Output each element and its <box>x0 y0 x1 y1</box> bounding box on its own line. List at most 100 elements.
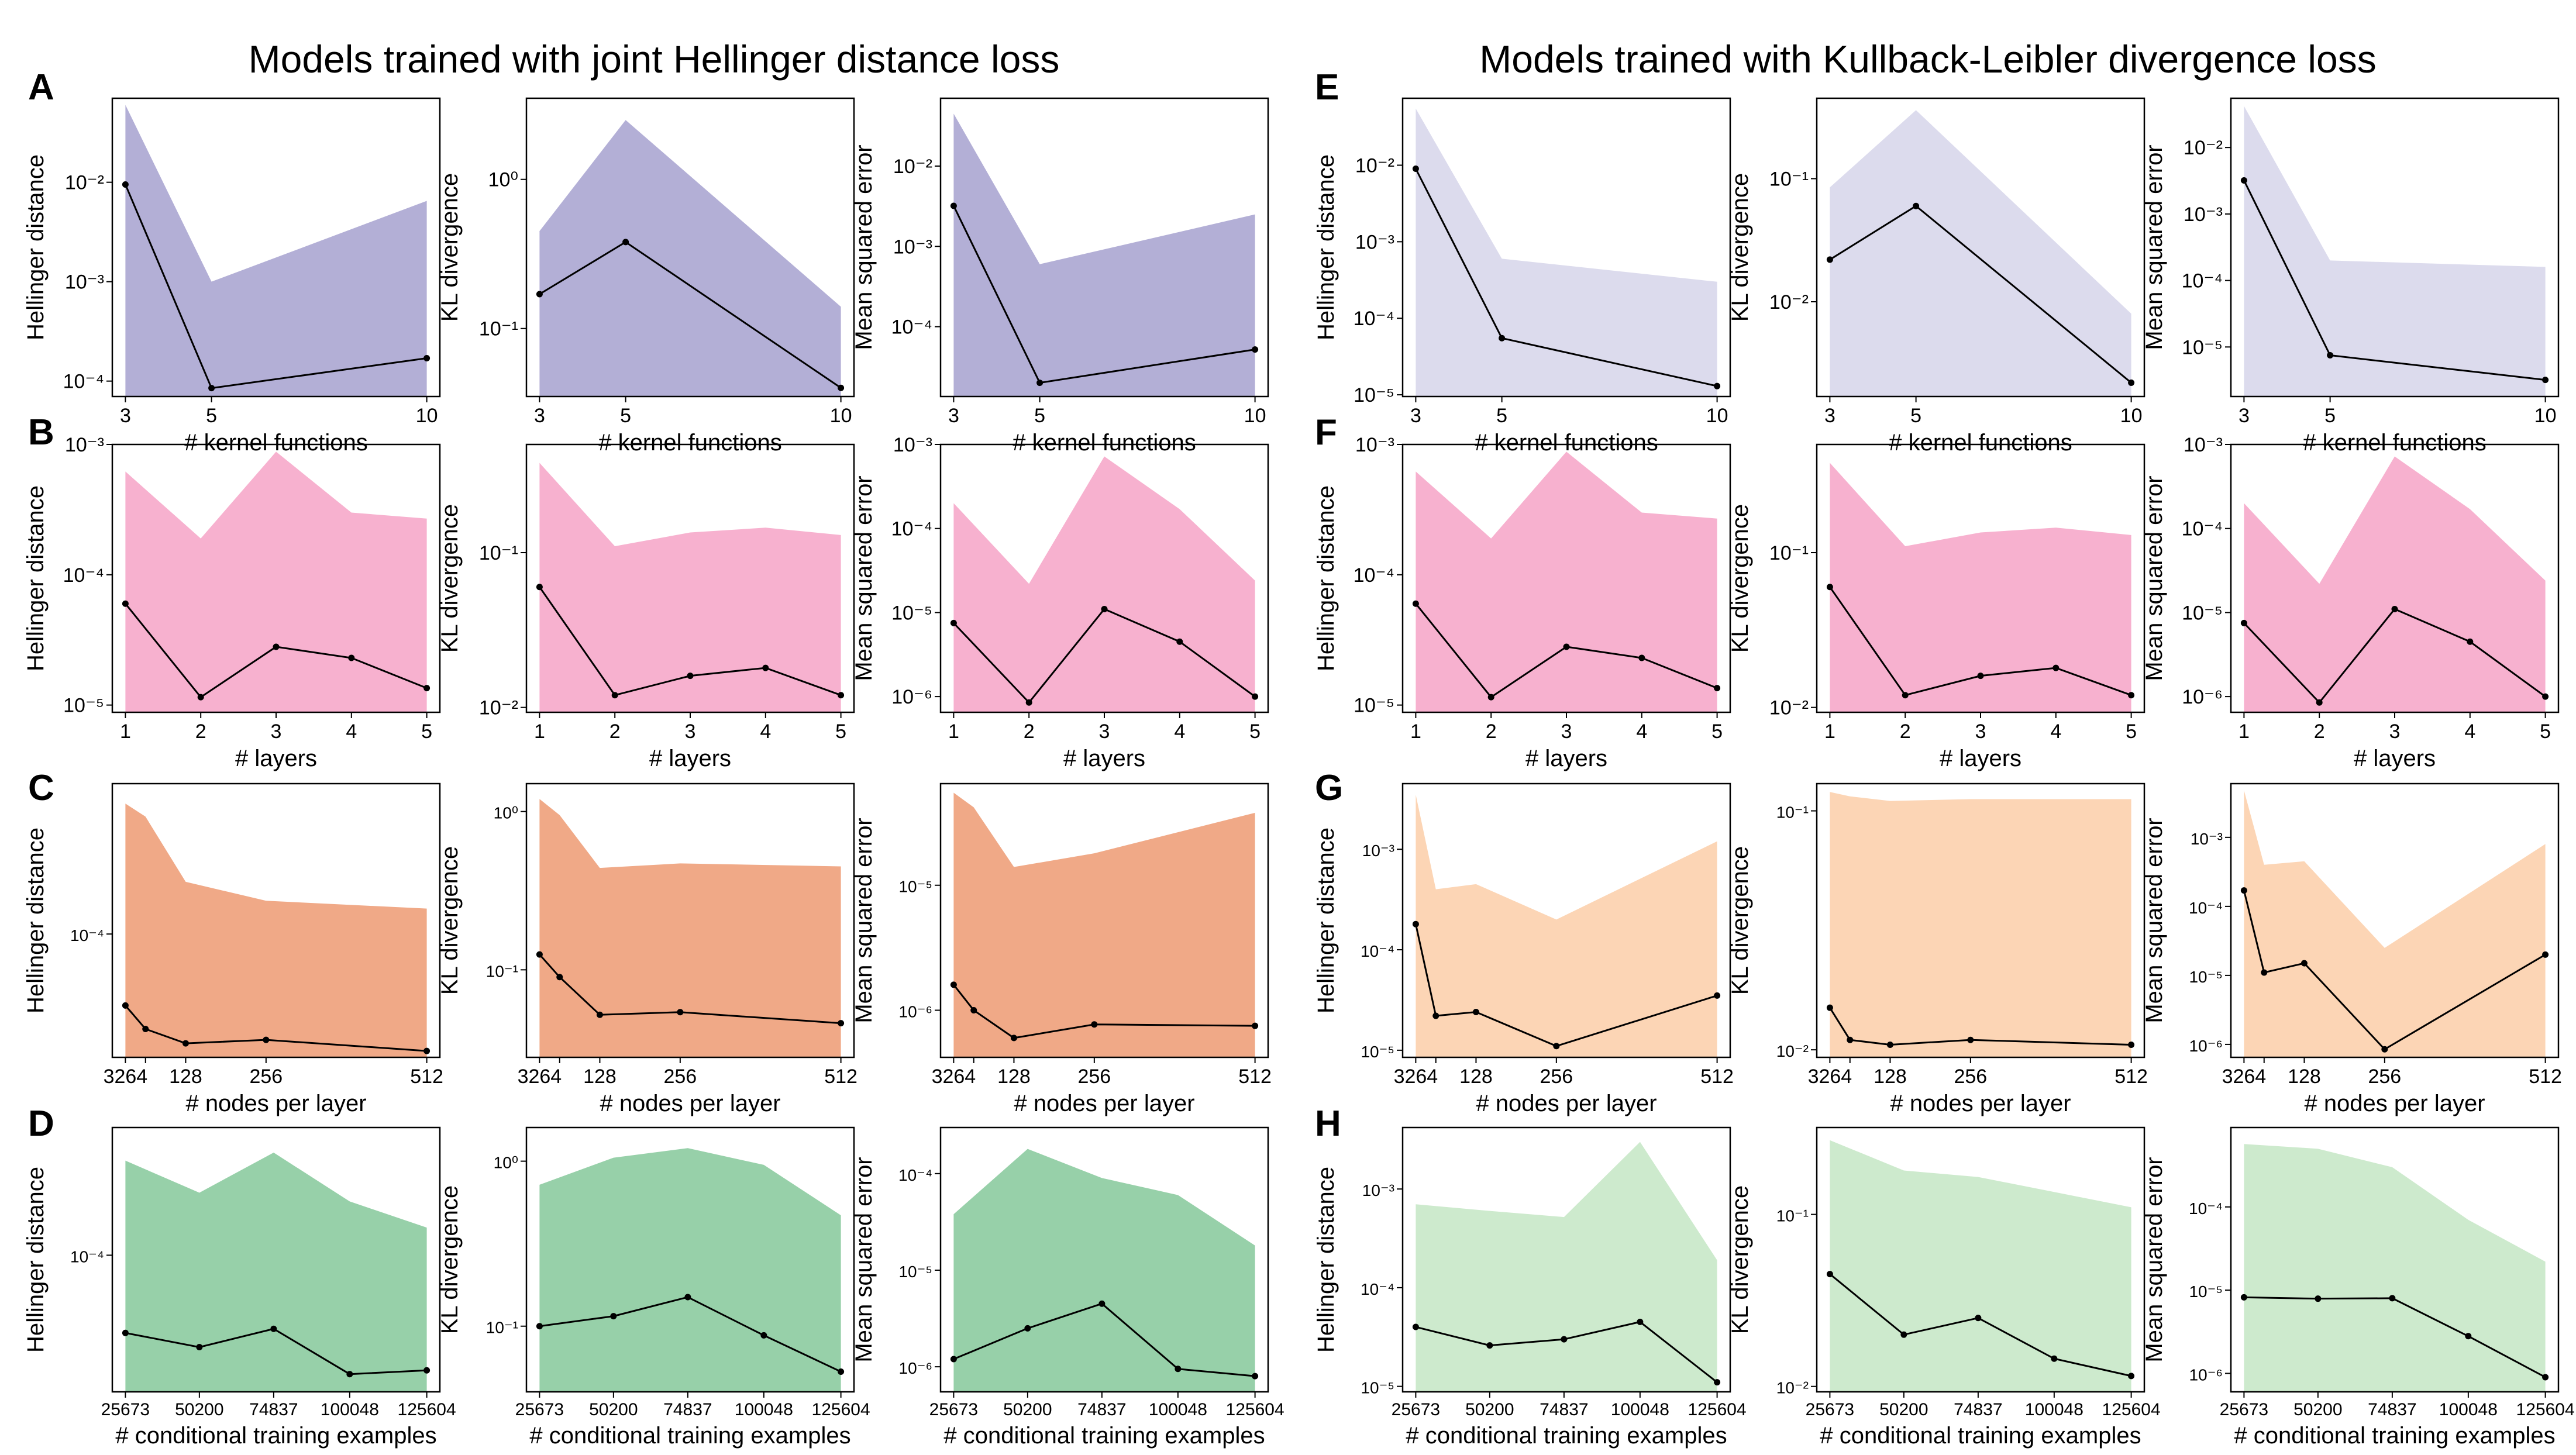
panel-f-2-xtick-label: 1 <box>1824 720 1835 743</box>
panel-e-3-xlabel: # kernel functions <box>2303 430 2487 456</box>
panel-f-1-xtick-label: 3 <box>1561 720 1572 743</box>
panel-f-3-xtick-label: 5 <box>2540 720 2551 743</box>
panel-f-3-ytick-label: 10⁻⁵ <box>2182 602 2223 624</box>
panel-a-3-xtick-label: 10 <box>1244 405 1266 427</box>
panel-c-1-point <box>182 1040 189 1047</box>
panel-b-1-xtick-label: 2 <box>195 720 206 743</box>
panel-a-2-area <box>539 120 841 397</box>
panel-f-3-ytick-label: 10⁻⁶ <box>2182 686 2223 708</box>
panel-b-3-point <box>1252 693 1259 700</box>
panels: 3 5 10 10⁻² 10⁻³ 10⁻⁴ # kernel functions Hellin… <box>23 97 2575 1449</box>
panel-g-3-xtick-label: 128 <box>2288 1066 2321 1088</box>
panel-h-1-xtick-label: 100048 <box>1611 1400 1669 1419</box>
panel-g-3-point <box>2301 960 2308 967</box>
panel-f-2-ytick-label: 10⁻² <box>1769 697 1809 719</box>
panel-h-1-point <box>1714 1379 1721 1386</box>
panel-a-3: 3 5 10 10⁻² 10⁻³ 10⁻⁴ # kernel functions Mean s… <box>851 97 1269 456</box>
panel-c-1-frame <box>111 782 441 1059</box>
panel-c-1-xlabel: # nodes per layer <box>185 1091 366 1116</box>
panel-g-2-point <box>1847 1036 1854 1043</box>
panel-g-1-xtick-label: 256 <box>1540 1066 1573 1088</box>
panel-h-1-ytick-label: 10⁻⁴ <box>1361 1280 1394 1298</box>
panel-h-1-xtick-label: 125604 <box>1688 1400 1747 1419</box>
panel-d-2-point <box>536 1323 543 1330</box>
row-letter-e: E <box>1315 67 1339 108</box>
panel-f-1-ytick-label: 10⁻⁴ <box>1354 564 1394 587</box>
panel-f-1-xtick-label: 1 <box>1410 720 1421 743</box>
panel-e-3-xtick-label: 3 <box>2238 405 2250 427</box>
panel-h-3-point <box>2240 1294 2247 1301</box>
panel-c-2-xlabel: # nodes per layer <box>600 1091 780 1116</box>
panel-c-1-area <box>125 804 427 1057</box>
panel-e-3-ytick-label: 10⁻² <box>2184 137 2223 159</box>
panel-a-1-ylabel: Hellinger distance <box>23 154 49 340</box>
panel-h-1-point <box>1637 1318 1644 1325</box>
panel-c-1-xtick-label: 128 <box>169 1066 202 1088</box>
panel-h-3-xtick-label: 50200 <box>2293 1400 2342 1419</box>
panel-h-1-ytick-label: 10⁻⁵ <box>1361 1379 1394 1397</box>
panel-b-1-area <box>125 451 427 712</box>
panel-f-2: 1 2 3 4 5 10⁻¹ 10⁻² # layers KL divergence <box>1727 443 2145 771</box>
panel-a-2-ytick-label: 10⁻¹ <box>479 318 518 340</box>
panel-b-3-xlabel: # layers <box>1063 746 1145 771</box>
panel-e-2-point <box>1826 256 1833 263</box>
panel-d-1-ylabel: Hellinger distance <box>23 1167 49 1353</box>
panel-b-3-ytick-label: 10⁻⁵ <box>891 602 932 624</box>
panel-c-3-xtick-label: 256 <box>1077 1066 1111 1088</box>
panel-f-3-ytick-label: 10⁻⁴ <box>2182 518 2223 540</box>
panel-a-3-xlabel: # kernel functions <box>1013 430 1196 456</box>
panel-h-2-point <box>1975 1315 1982 1322</box>
panel-g-3-xtick-label: 3264 <box>2222 1066 2267 1088</box>
panel-b-2-ylabel: KL divergence <box>437 504 463 653</box>
panel-f-2-xtick-label: 5 <box>2126 720 2137 743</box>
panel-f-1-xtick-label: 4 <box>1636 720 1647 743</box>
panel-h-3-xtick-label: 100048 <box>2439 1400 2498 1419</box>
panel-g-2-xtick-label: 512 <box>2114 1066 2148 1088</box>
panel-h-3-ytick-label: 10⁻⁶ <box>2189 1366 2223 1384</box>
panel-a-1-xtick-label: 10 <box>416 405 438 427</box>
panel-b-2-ytick-label: 10⁻² <box>479 697 518 719</box>
panel-a-1-xtick-label: 3 <box>120 405 131 427</box>
panel-b-1-ytick-label: 10⁻⁵ <box>63 695 104 717</box>
panel-c-2-ytick-label: 10⁻¹ <box>486 962 518 980</box>
panel-b-2-point <box>611 692 618 699</box>
panel-e-3-xtick-label: 5 <box>2324 405 2336 427</box>
panel-f-2-xtick-label: 3 <box>1975 720 1986 743</box>
panel-c-2-xtick-label: 3264 <box>518 1066 562 1088</box>
panel-b-1-point <box>122 600 129 607</box>
panel-d-2: 25673 50200 74837 100048 125604 10⁰ 10⁻¹ # cond… <box>437 1126 870 1449</box>
panel-a-3-xtick-label: 5 <box>1034 405 1045 427</box>
panel-b-2-xtick-label: 1 <box>534 720 545 743</box>
panel-e-3-ytick-label: 10⁻⁵ <box>2182 336 2223 358</box>
panel-a-3-frame <box>939 97 1269 398</box>
panel-f-2-area <box>1830 463 2131 712</box>
panel-d-2-ytick-label: 10⁰ <box>494 1154 518 1172</box>
panel-c-2-ytick-label: 10⁰ <box>494 804 518 822</box>
panel-g-2-xlabel: # nodes per layer <box>1890 1091 2071 1116</box>
panel-d-2-ytick-label: 10⁻¹ <box>486 1319 518 1337</box>
panel-g-1-point <box>1714 992 1721 999</box>
panel-a-2-xtick-label: 10 <box>830 405 852 427</box>
panel-a-3-xtick-label: 3 <box>948 405 959 427</box>
panel-g-3-point <box>2381 1046 2388 1053</box>
panel-d-2-point <box>684 1294 691 1301</box>
panel-a-3-area <box>953 113 1255 396</box>
panel-f-3-xtick-label: 1 <box>2238 720 2250 743</box>
panel-a-2-point <box>622 239 629 246</box>
panel-g-2-area <box>1830 792 2131 1057</box>
panel-b-2-xtick-label: 4 <box>760 720 771 743</box>
panel-a-3-ytick-label: 10⁻² <box>893 156 932 178</box>
panel-c-3-point <box>1010 1035 1017 1042</box>
panel-e-2-xtick-label: 3 <box>1824 405 1835 427</box>
panel-d-3-point <box>1252 1373 1259 1380</box>
panel-e-1-ytick-label: 10⁻⁵ <box>1354 384 1394 406</box>
panel-d-3-frame <box>939 1126 1269 1393</box>
panel-f-2-point <box>1977 673 1984 680</box>
panel-b-3-xtick-label: 5 <box>1249 720 1261 743</box>
panel-g-3-point <box>2542 951 2549 958</box>
panel-b-3-area <box>953 456 1255 712</box>
panel-f-3-xlabel: # layers <box>2354 746 2436 771</box>
panel-d-3-xtick-label: 125604 <box>1226 1400 1284 1419</box>
panel-e-1-point <box>1499 335 1506 342</box>
panel-e-1-frame <box>1401 97 1731 398</box>
